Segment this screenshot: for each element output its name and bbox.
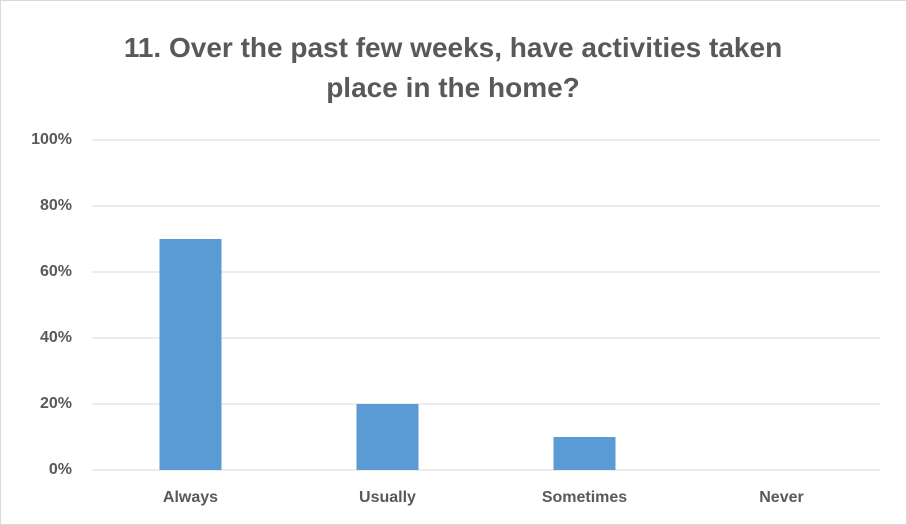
bar	[159, 239, 222, 470]
x-tick-label: Sometimes	[542, 489, 627, 506]
y-tick-label: 40%	[40, 329, 72, 346]
y-tick-label: 20%	[40, 395, 72, 412]
bar	[553, 437, 616, 470]
bar	[356, 404, 419, 470]
y-tick-label: 80%	[40, 197, 72, 214]
y-tick-label: 0%	[49, 461, 72, 478]
y-tick-label: 60%	[40, 263, 72, 280]
x-tick-label: Usually	[359, 489, 416, 506]
chart-title: 11. Over the past few weeks, have activi…	[123, 32, 783, 103]
y-tick-label: 100%	[31, 131, 72, 148]
x-tick-label: Always	[163, 489, 218, 506]
x-tick-label: Never	[759, 489, 803, 506]
